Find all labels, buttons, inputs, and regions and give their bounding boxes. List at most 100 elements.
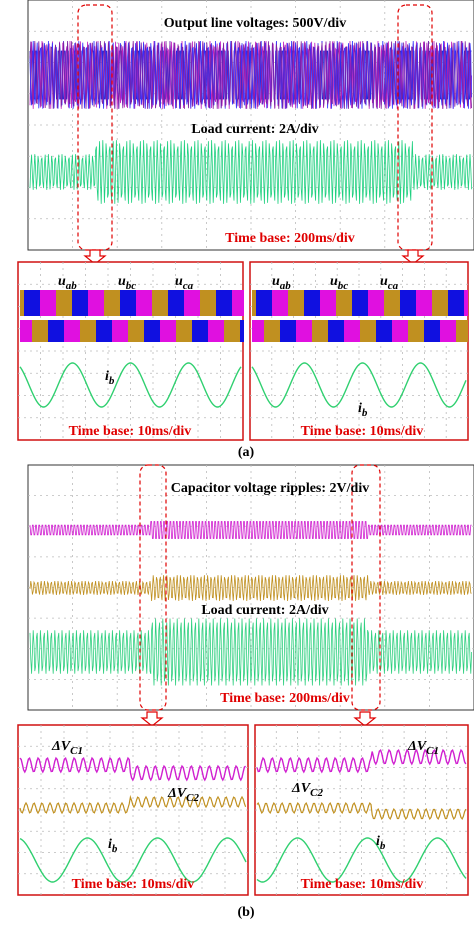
voltage-block [336,290,340,316]
voltage-block [108,320,112,342]
voltage-block [376,320,380,342]
waveform [19,794,247,815]
voltage-block [428,320,432,342]
voltage-block [192,290,196,316]
annotation: Output line voltages: 500V/div [164,16,346,31]
voltage-block [412,290,416,316]
signal-subscript: bc [126,280,137,292]
voltage-block [132,320,136,342]
voltage-block [464,290,468,316]
voltage-block [388,290,392,316]
signal-name: u [118,274,126,289]
annotation: Time base: 200ms/div [225,231,355,246]
voltage-block [180,290,184,316]
signal-subscript: ca [183,280,194,292]
signal-label: ib [108,837,118,855]
voltage-block [416,320,420,342]
voltage-block [236,290,240,316]
voltage-block [392,290,396,316]
voltage-block [68,320,72,342]
voltage-block [200,290,204,316]
voltage-block [180,320,184,342]
voltage-block [440,320,444,342]
signal-name: i [358,401,362,416]
voltage-block [360,320,364,342]
voltage-block [256,290,260,316]
voltage-block [400,320,404,342]
voltage-block [176,290,180,316]
voltage-block [280,320,284,342]
waveforms [17,0,474,896]
signal-label: ΔVC1 [407,739,439,757]
voltage-block [104,320,108,342]
voltage-block [368,290,372,316]
voltage-block [328,320,332,342]
signal-name: u [330,274,338,289]
voltage-block [120,290,124,316]
voltage-block [76,320,80,342]
voltage-block [196,290,200,316]
voltage-block [188,290,192,316]
voltage-block [48,320,52,342]
voltage-block [348,290,352,316]
voltage-block [268,320,272,342]
signal-name: i [105,369,109,384]
arrow [83,249,107,265]
voltage-block [328,290,332,316]
voltage-block [236,320,240,342]
voltage-block [96,290,100,316]
voltage-block [276,290,280,316]
voltage-block [24,290,28,316]
voltage-block [156,290,160,316]
voltage-block [72,290,76,316]
voltage-block [48,290,52,316]
voltage-block [308,320,312,342]
signal-subscript: ab [66,280,78,292]
signal-subscript: C1 [70,745,83,757]
voltage-block [88,320,92,342]
voltage-block [28,320,32,342]
voltage-block [412,320,416,342]
voltage-block [100,320,104,342]
annotation: Load current: 2A/div [191,122,318,137]
voltage-block [380,320,384,342]
signal-name: ΔV [51,739,72,754]
signal-label: uab [272,274,291,292]
voltage-block [388,320,392,342]
voltage-block [436,290,440,316]
waveform [29,618,472,686]
signal-label: ΔVC2 [167,786,199,804]
voltage-block [448,290,452,316]
voltage-block [216,320,220,342]
waveform [29,140,472,204]
voltage-block [212,320,216,342]
voltage-block [284,290,288,316]
voltage-block [128,290,132,316]
arrow [353,711,377,727]
voltage-block [364,290,368,316]
voltage-block [152,290,156,316]
voltage-block [364,320,368,342]
voltage-block [296,320,300,342]
signal-subscript: b [380,840,386,852]
voltage-block [104,290,108,316]
voltage-block [376,290,380,316]
waveform [29,521,472,539]
voltage-block [316,320,320,342]
voltage-block [344,320,348,342]
voltage-block [124,320,128,342]
voltage-block [84,290,88,316]
voltage-block [432,320,436,342]
voltage-block [184,320,188,342]
signal-subscript: b [109,375,115,387]
voltage-block [420,290,424,316]
waveform [256,748,467,774]
voltage-block [456,290,460,316]
voltage-block [300,320,304,342]
voltage-block [212,290,216,316]
waveform [29,40,472,109]
voltage-block [296,290,300,316]
annotation: Time base: 10ms/div [301,424,424,439]
signal-label: ubc [330,274,348,292]
